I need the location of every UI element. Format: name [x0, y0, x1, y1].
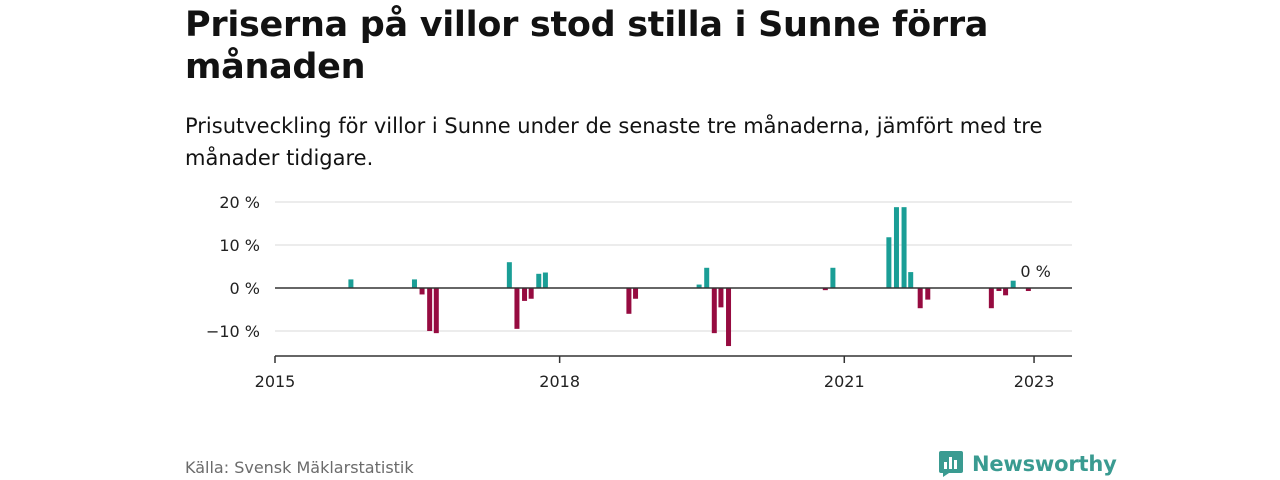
bar-positive — [704, 267, 710, 288]
bar-negative — [419, 288, 425, 295]
chart-subtitle: Prisutveckling för villor i Sunne under … — [185, 114, 1043, 170]
bar-negative — [718, 288, 724, 308]
bar-negative — [514, 288, 520, 329]
bar-positive — [411, 279, 417, 288]
bar-negative — [988, 288, 994, 309]
bar-negative — [433, 288, 439, 334]
brand-name: Newsworthy — [972, 452, 1117, 476]
y-tick-label: −10 % — [206, 322, 260, 341]
bar-negative — [626, 288, 632, 314]
bar-positive — [1010, 280, 1016, 288]
bar-positive — [886, 237, 892, 288]
bar-negative — [1025, 288, 1031, 292]
brand-logo: Newsworthy — [938, 450, 1117, 478]
bar-negative — [633, 288, 639, 299]
bar-negative — [822, 288, 828, 291]
bar-chart: 20 % 10 % 0 % −10 % 2015 2018 2021 2023 0 % — [206, 193, 1072, 391]
bar-negative — [1003, 288, 1009, 296]
bar-negative — [427, 288, 433, 331]
bar-positive — [348, 279, 354, 288]
x-tick-label: 2018 — [539, 372, 580, 391]
last-value-label: 0 % — [1020, 262, 1050, 281]
bar-positive — [506, 262, 512, 288]
y-tick-label: 10 % — [219, 236, 260, 255]
bar-positive — [542, 272, 548, 288]
bar-negative — [528, 288, 534, 299]
bar-positive — [893, 207, 899, 288]
newsworthy-logo-icon — [939, 451, 963, 477]
bar-negative — [522, 288, 528, 301]
bar-negative — [917, 288, 923, 309]
bar-positive — [908, 272, 914, 288]
bar-negative — [925, 288, 931, 300]
bar-positive — [536, 273, 542, 288]
y-tick-label: 0 % — [230, 279, 260, 298]
x-tick-label: 2023 — [1014, 372, 1055, 391]
bar-negative — [711, 288, 717, 334]
bar-positive — [696, 284, 702, 288]
x-tick-label: 2015 — [255, 372, 296, 391]
source-note: Källa: Svensk Mäklarstatistik — [185, 458, 414, 477]
bar-positive — [830, 267, 836, 288]
chart-title: Priserna på villor stod stilla i Sunne f… — [185, 5, 989, 87]
x-tick-label: 2021 — [824, 372, 865, 391]
bar-negative — [726, 288, 732, 347]
bar-negative — [996, 288, 1002, 292]
y-tick-label: 20 % — [219, 193, 260, 212]
bar-positive — [901, 207, 907, 288]
